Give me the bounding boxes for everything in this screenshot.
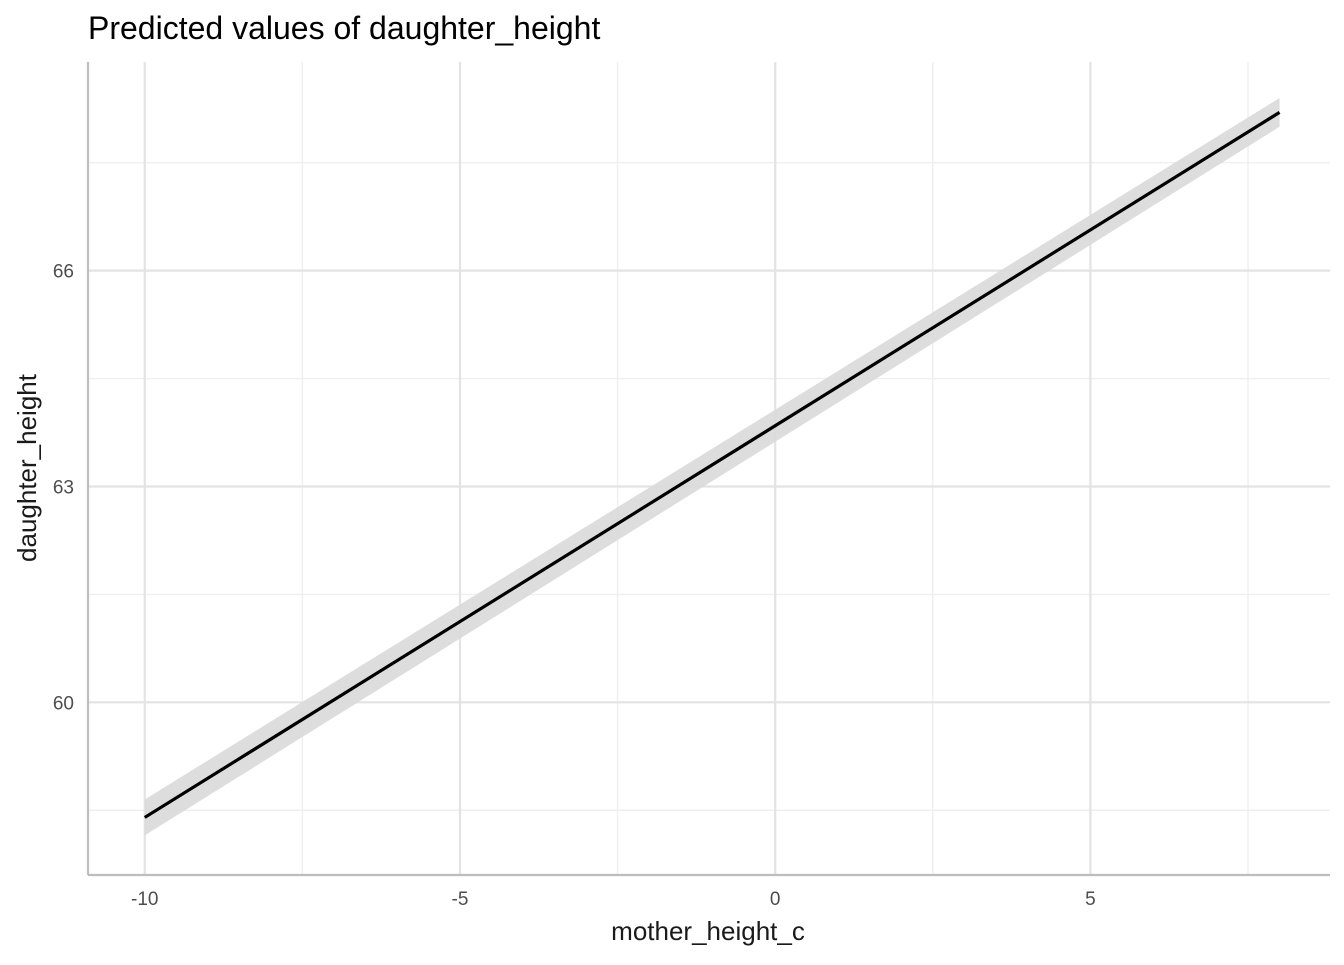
y-axis-title: daughter_height xyxy=(12,373,42,562)
y-tick-label: 60 xyxy=(53,693,74,714)
x-tick-label: -10 xyxy=(131,889,158,910)
x-tick-label: 0 xyxy=(770,889,781,910)
y-tick-label: 66 xyxy=(53,262,74,283)
chart-title: Predicted values of daughter_height xyxy=(88,10,600,46)
prediction-line xyxy=(143,111,1281,819)
prediction-line-layer xyxy=(143,111,1281,819)
axes xyxy=(86,62,1330,877)
x-tick-label: 5 xyxy=(1085,889,1096,910)
tick-labels: -10 -5 0 5 60 63 66 xyxy=(53,262,1096,910)
x-axis-title: mother_height_c xyxy=(611,916,805,946)
grid xyxy=(88,62,1330,875)
x-tick-label: -5 xyxy=(452,889,469,910)
y-tick-label: 63 xyxy=(53,477,74,498)
